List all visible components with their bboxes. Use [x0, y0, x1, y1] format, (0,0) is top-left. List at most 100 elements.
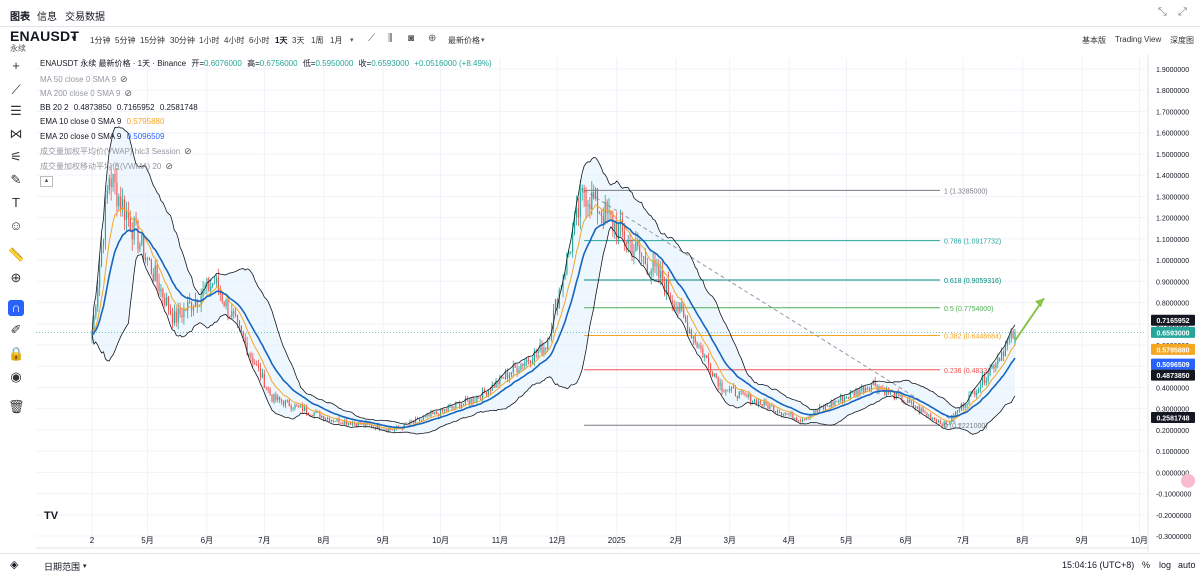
price-tick-label: 0.4000000 [1156, 385, 1189, 392]
pattern-icon[interactable]: ⋈ [9, 126, 23, 141]
timeframe-4h[interactable]: 4小时 [224, 36, 245, 45]
legend-ma50[interactable]: MA 50 close 0 SMA 9 ⊘ [40, 72, 492, 87]
candle-body [956, 410, 959, 412]
candle-body [662, 270, 664, 283]
expand-icon[interactable]: ⤢ [1178, 6, 1187, 18]
chevron-down-icon[interactable]: ▼ [70, 34, 78, 43]
timeframe-1d[interactable]: 1天 [275, 36, 288, 45]
percent-toggle[interactable]: % [1142, 560, 1151, 570]
candle-body [141, 235, 143, 245]
candle-body [288, 400, 290, 407]
legend-vwap[interactable]: 成交量加权平均价(VWAP) hlc3 Session ⊘ [40, 144, 492, 159]
text-tool-icon[interactable]: T [12, 195, 20, 210]
collapse-legend-icon[interactable]: ▲ [40, 176, 53, 187]
log-toggle[interactable]: log [1159, 560, 1172, 570]
candle-body [108, 178, 110, 190]
eye-off-icon[interactable]: ⊘ [120, 73, 128, 84]
visibility-icon[interactable]: ◉ [10, 369, 22, 384]
brush-icon[interactable]: ✎ [10, 172, 22, 187]
zoom-in-icon[interactable]: ⊕ [10, 270, 22, 285]
candle-body [642, 256, 645, 257]
lock-icon[interactable]: 🔒 [8, 346, 25, 361]
candle-body [792, 412, 794, 419]
symbol-name[interactable]: ENAUSDT [10, 28, 80, 44]
fib-tool-icon[interactable]: ⚟ [10, 149, 22, 164]
ruler-icon[interactable]: 📏 [8, 247, 25, 262]
eye-off-icon[interactable]: ⊘ [184, 146, 192, 156]
timeframe-3d[interactable]: 3天 [292, 36, 305, 45]
candle-body [541, 343, 543, 354]
legend-vwma[interactable]: 成交量加权移动平均值(VWMA) 20 ⊘ [40, 159, 492, 174]
indicator-icon[interactable]: ⟋ [368, 33, 375, 44]
candle-body [413, 422, 415, 423]
legend-ma200[interactable]: MA 200 close 0 SMA 9 ⊘ [40, 86, 492, 101]
candle-body [612, 215, 614, 231]
view-depth-button[interactable]: 深度图 [1170, 36, 1194, 45]
view-tradingview-button[interactable]: Trading View [1115, 35, 1162, 44]
timeframe-30m[interactable]: 30分钟 [170, 36, 195, 45]
trash-icon[interactable]: 🗑 [8, 399, 25, 414]
timeframe-5m[interactable]: 5分钟 [115, 36, 136, 45]
price-type-caret-icon[interactable]: ▾ [481, 37, 485, 44]
candle-body [587, 204, 589, 207]
candle-body [277, 396, 279, 400]
candle-body [183, 308, 185, 318]
tab-trading-data[interactable]: 交易数据 [65, 12, 105, 23]
timeframe-15m[interactable]: 15分钟 [140, 36, 165, 45]
camera-icon[interactable]: ◙ [408, 33, 415, 44]
tab-info[interactable]: 信息 [37, 12, 57, 23]
legend-close-label: 收= [358, 59, 372, 68]
tab-chart[interactable]: 图表 [10, 12, 30, 23]
eye-off-icon[interactable]: ⊘ [124, 88, 133, 98]
eye-off-icon[interactable]: ⊘ [165, 160, 173, 171]
candle-body [656, 264, 658, 267]
timeframe-1w[interactable]: 1周 [311, 36, 324, 45]
candle-type-icon[interactable]: ⫼ [388, 33, 393, 44]
candle-body [625, 241, 627, 244]
price-type-select[interactable]: 最新价格 [448, 36, 480, 45]
candle-body [459, 403, 461, 409]
layers-icon[interactable]: ◈ [10, 559, 19, 571]
timeframe-6h[interactable]: 6小时 [249, 36, 270, 45]
legend-ema20[interactable]: EMA 20 close 0 SMA 9 0.5096509 [40, 130, 492, 145]
price-tag [1151, 343, 1195, 355]
candle-body [970, 391, 972, 395]
add-icon[interactable]: ⊕ [428, 33, 437, 44]
candle-body [782, 414, 784, 415]
candle-body [510, 372, 512, 375]
collapse-icon[interactable]: ⤡ [1158, 6, 1167, 18]
candle-body [750, 394, 752, 404]
horizontal-lines-icon[interactable]: ☰ [10, 103, 22, 118]
price-chart[interactable]: 1 (1.3285000) 0.786 (1.0917732) 0.618 (0.9… [0, 0, 1200, 553]
legend-open: 0.6076000 [204, 59, 242, 68]
candle-body [989, 368, 991, 376]
candle-body [999, 358, 1001, 361]
timeframe-more-icon[interactable]: ▾ [350, 37, 354, 44]
emoji-icon[interactable]: ☺ [9, 218, 23, 233]
candle-body [162, 288, 164, 298]
candle-body [549, 337, 551, 340]
candle-body [815, 410, 817, 412]
price-tick-label: 1.3000000 [1156, 194, 1189, 201]
candle-body [531, 361, 534, 364]
auto-toggle[interactable]: auto [1178, 560, 1196, 570]
lock-drawing-icon[interactable]: ✐ [10, 322, 22, 337]
timeframe-1mo[interactable]: 1月 [330, 36, 343, 45]
trendline-icon[interactable]: ⟋ [11, 82, 21, 97]
legend-ema10[interactable]: EMA 10 close 0 SMA 9 0.5795880 [40, 115, 492, 130]
timeframe-1h[interactable]: 1小时 [199, 36, 220, 45]
timeframe-1m[interactable]: 1分钟 [90, 36, 111, 45]
candle-body [150, 260, 152, 274]
date-range-caret-icon[interactable]: ▾ [83, 563, 87, 570]
crosshair-icon[interactable]: + [12, 58, 20, 73]
date-range-button[interactable]: 日期范围 [44, 562, 81, 572]
candle-body [857, 389, 859, 395]
candle-body [895, 392, 897, 400]
candle-body [822, 407, 825, 410]
candle-body [434, 412, 436, 415]
candle-body [826, 405, 828, 407]
view-basic-button[interactable]: 基本版 [1082, 36, 1106, 45]
tradingview-logo[interactable]: TV [44, 510, 59, 522]
magnet-icon[interactable]: ∩ [8, 300, 24, 316]
legend-bb[interactable]: BB 20 2 0.4873850 0.7165952 0.2581748 [40, 101, 492, 116]
